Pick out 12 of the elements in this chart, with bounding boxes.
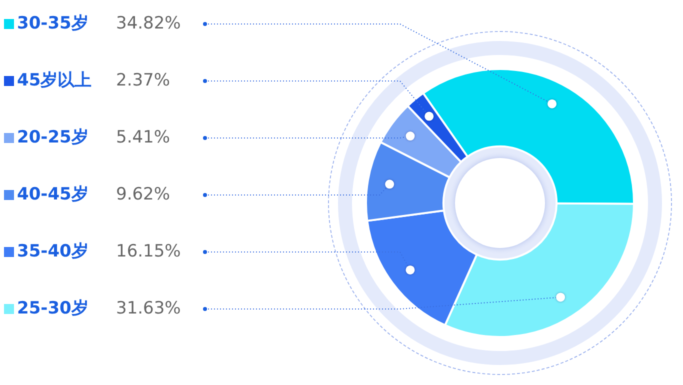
data-label: 5.41%: [116, 127, 170, 148]
legend-label: 40-45岁: [17, 184, 88, 204]
data-label: 2.37%: [116, 70, 170, 90]
data-label: 9.62%: [116, 184, 170, 204]
legend-label: 30-35岁: [17, 13, 88, 34]
legend-label: 35-40岁: [17, 241, 88, 262]
data-label: 34.82%: [116, 13, 181, 34]
legend-label: 20-25岁: [17, 127, 88, 148]
legend-label: 25-30岁: [17, 298, 88, 318]
legend-label: 45岁以上: [17, 70, 92, 90]
data-label: 16.15%: [116, 241, 181, 262]
data-label: 31.63%: [116, 298, 181, 318]
